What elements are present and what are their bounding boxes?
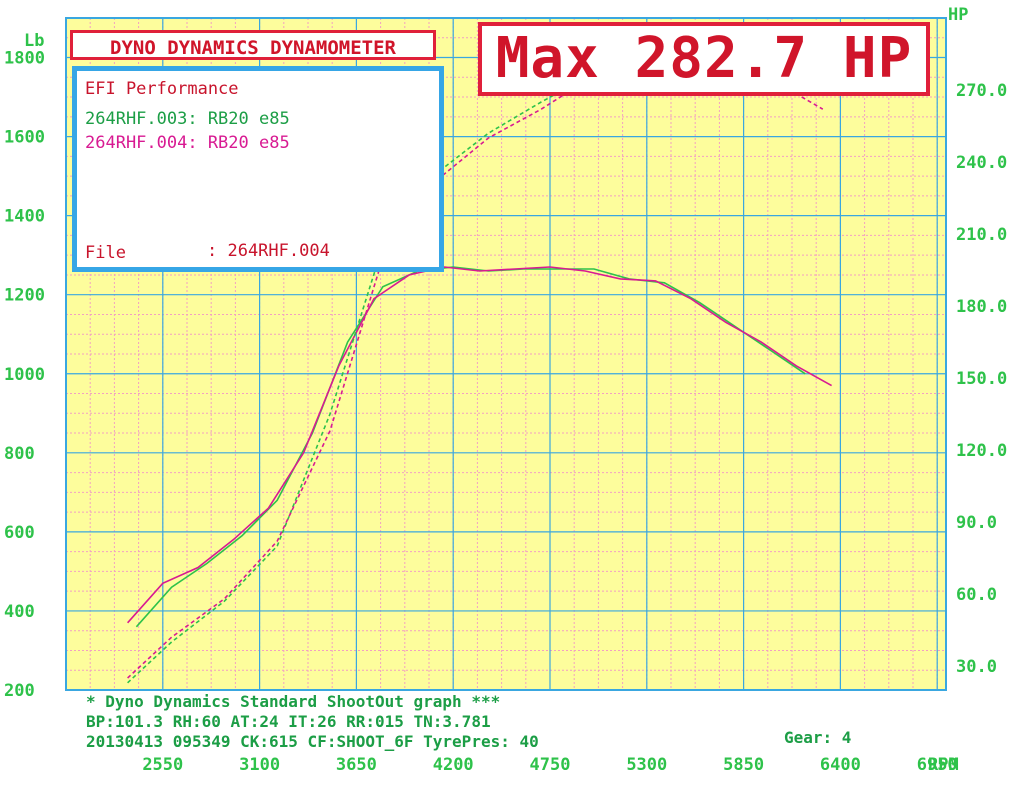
legend-title: EFI Performance bbox=[85, 79, 239, 99]
y-right-tick-label: 180.0 bbox=[956, 297, 1007, 317]
legend-box: EFI Performance 264RHF.003: RB20 e85 264… bbox=[72, 66, 444, 272]
grid-major bbox=[65, 17, 947, 691]
x-tick-label: 6950 bbox=[917, 755, 958, 775]
footer-line-3: 20130413 095349 CK:615 CF:SHOOT_6F TyreP… bbox=[86, 732, 539, 751]
y-left-tick-label: 1600 bbox=[4, 128, 45, 148]
y-right-tick-label: 210.0 bbox=[956, 225, 1007, 245]
legend-file-label: File bbox=[85, 243, 126, 263]
y-left-tick-label: 1000 bbox=[4, 365, 45, 385]
series-torque-line-2 bbox=[127, 266, 832, 624]
x-tick-label: 2550 bbox=[142, 755, 183, 775]
x-axis-label: RPM bbox=[928, 755, 959, 775]
x-tick-label: 4750 bbox=[530, 755, 571, 775]
y-right-axis-label: HP bbox=[948, 5, 968, 25]
legend-file-value: : 264RHF.004 bbox=[207, 241, 330, 261]
y-right-tick-label: 240.0 bbox=[956, 153, 1007, 173]
y-right-tick-label: 90.0 bbox=[956, 513, 997, 533]
grid-minor bbox=[65, 17, 946, 690]
y-right-tick-label: 60.0 bbox=[956, 585, 997, 605]
y-right-tick-labels: 30.0 60.0 90.0 120.0 150.0 180.0 210.0 240.0 270… bbox=[956, 81, 1007, 677]
max-hp-banner: Max 282.7 HP bbox=[478, 22, 930, 96]
y-left-tick-label: 400 bbox=[4, 602, 35, 622]
y-left-tick-label: 1800 bbox=[4, 49, 45, 69]
y-right-tick-label: 120.0 bbox=[956, 441, 1007, 461]
y-left-axis-label: Lb bbox=[24, 31, 44, 51]
footer-line-1: * Dyno Dynamics Standard ShootOut graph … bbox=[86, 692, 501, 711]
x-tick-label: 5300 bbox=[626, 755, 667, 775]
y-left-tick-labels: 200 400 600 800 1000 1200 1400 1600 1800 bbox=[4, 49, 45, 701]
legend-run-1: 264RHF.003: RB20 e85 bbox=[85, 109, 290, 129]
y-right-tick-label: 30.0 bbox=[956, 657, 997, 677]
y-left-tick-label: 800 bbox=[4, 444, 35, 464]
footer-gear: Gear: 4 bbox=[784, 728, 852, 747]
y-right-tick-label: 270.0 bbox=[956, 81, 1007, 101]
legend-run-2: 264RHF.004: RB20 e85 bbox=[85, 133, 290, 153]
x-tick-labels: 2550 3100 3650 4200 4750 5300 5850 6400 6950 bbox=[142, 755, 957, 775]
x-tick-label: 6400 bbox=[820, 755, 861, 775]
y-left-tick-label: 600 bbox=[4, 523, 35, 543]
x-tick-label: 5850 bbox=[723, 755, 764, 775]
y-left-tick-label: 1400 bbox=[4, 207, 45, 227]
x-tick-label: 4200 bbox=[433, 755, 474, 775]
x-tick-label: 3650 bbox=[336, 755, 377, 775]
series-torque-line-1 bbox=[135, 266, 806, 628]
y-right-tick-label: 150.0 bbox=[956, 369, 1007, 389]
y-left-tick-label: 1200 bbox=[4, 286, 45, 306]
plot-frame bbox=[65, 17, 947, 691]
series-power-line-4 bbox=[127, 58, 824, 679]
y-left-tick-label: 200 bbox=[4, 681, 35, 701]
footer-line-2: BP:101.3 RH:60 AT:24 IT:26 RR:015 TN:3.7… bbox=[86, 712, 491, 731]
brand-title: DYNO DYNAMICS DYNAMOMETER bbox=[70, 30, 436, 60]
x-tick-label: 3100 bbox=[239, 755, 280, 775]
